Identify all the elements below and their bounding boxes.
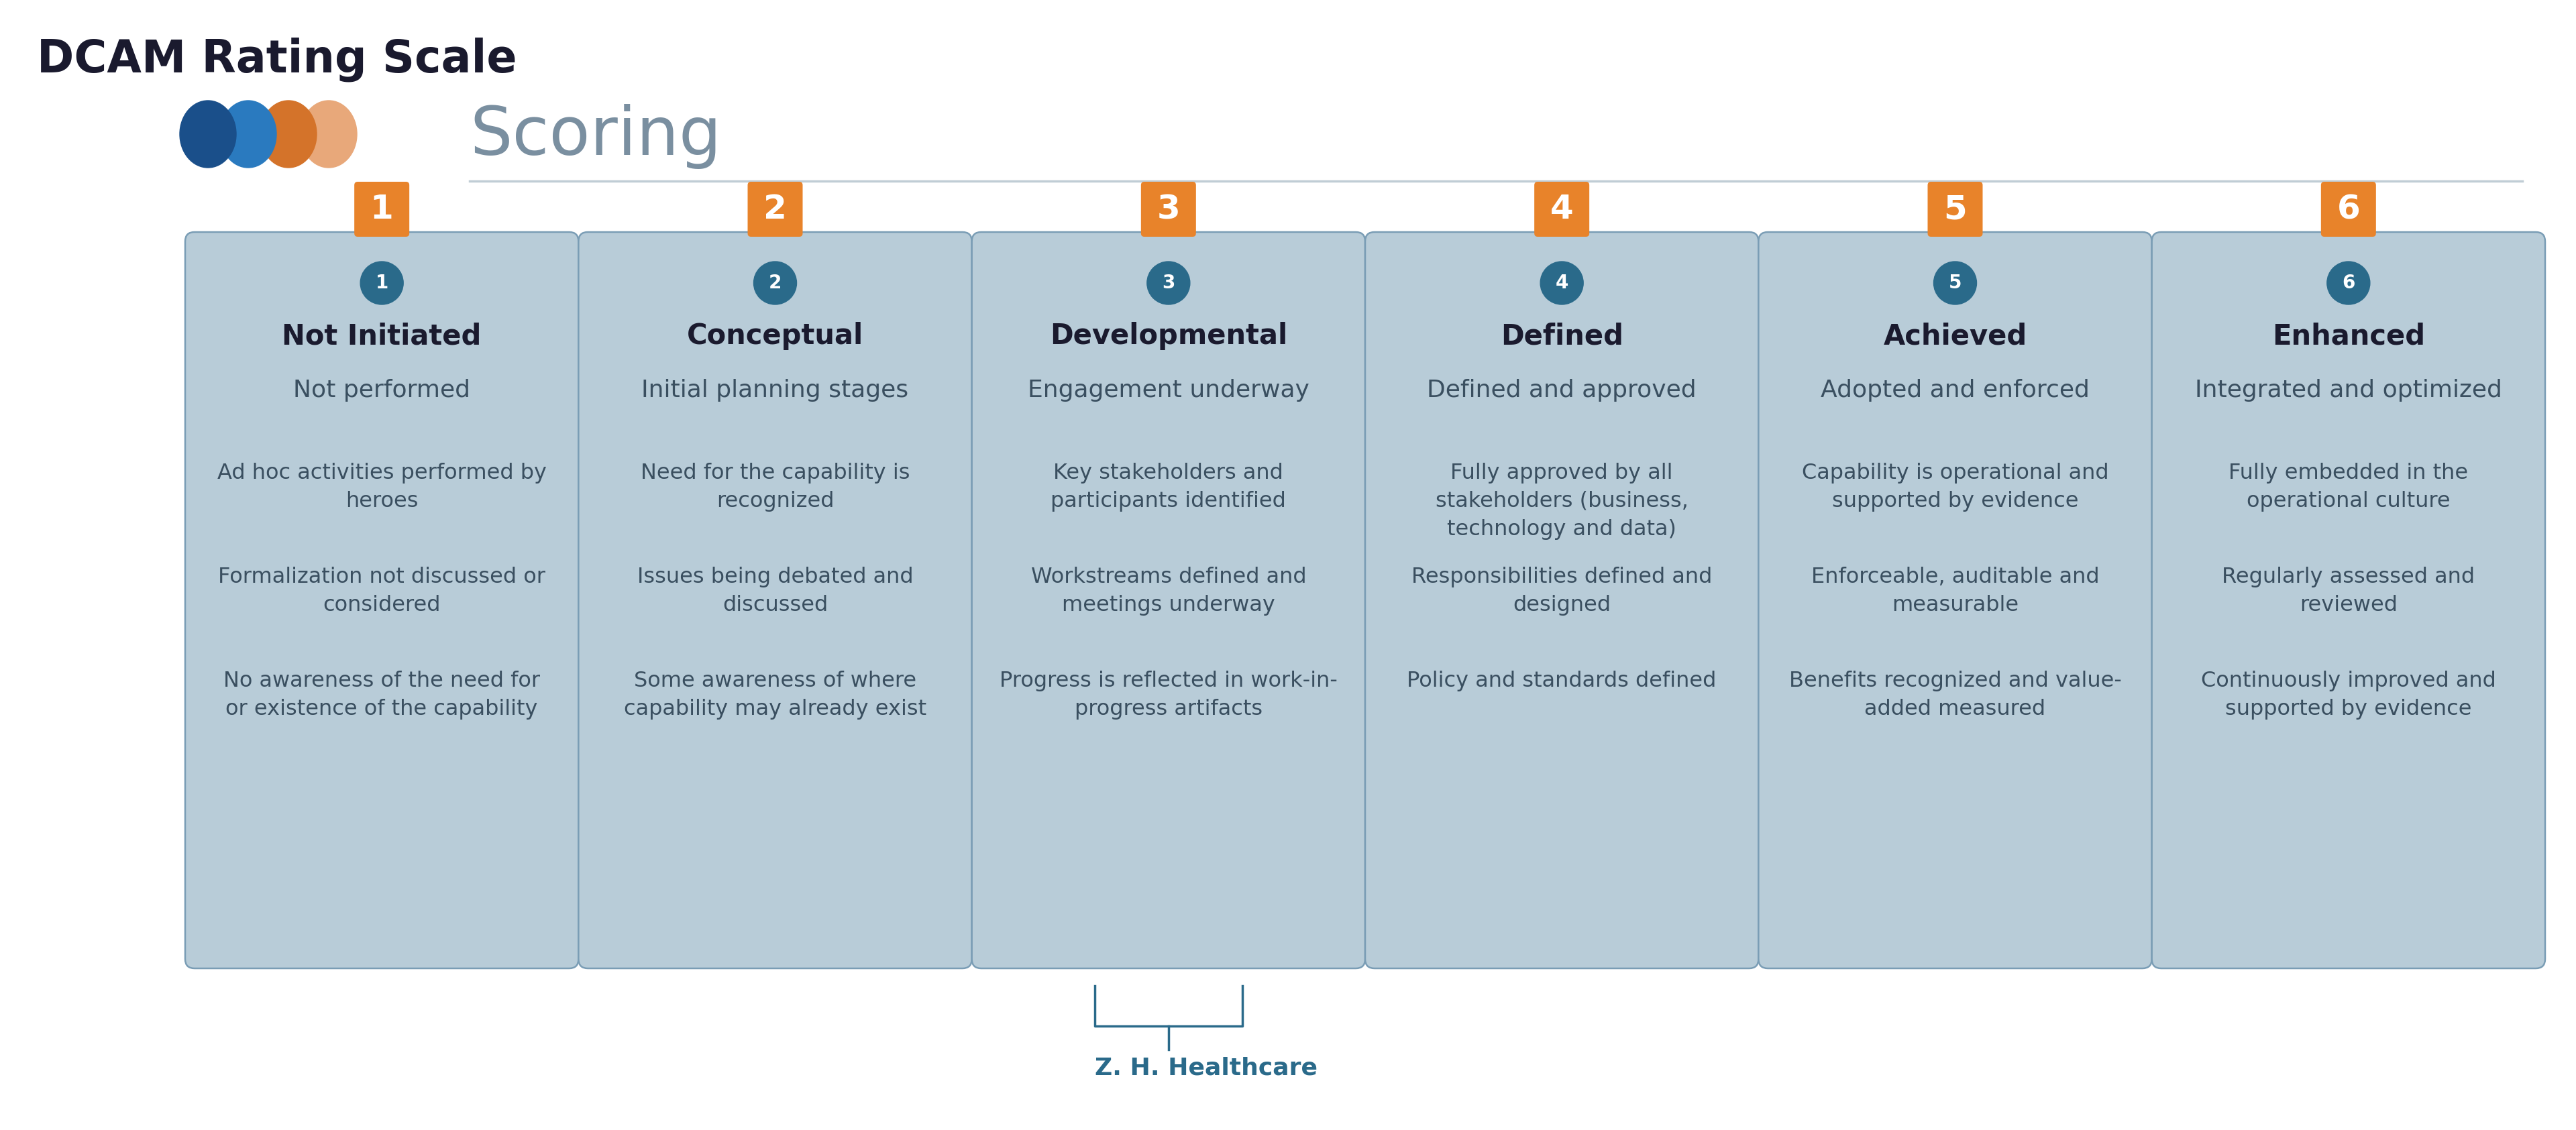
Text: Enhanced: Enhanced [2272,322,2424,350]
FancyBboxPatch shape [2151,232,2545,968]
Text: 4: 4 [1551,193,1574,225]
Text: Defined: Defined [1499,322,1623,350]
FancyBboxPatch shape [1927,182,1984,236]
Text: 6: 6 [2336,193,2360,225]
Text: Conceptual: Conceptual [688,322,863,350]
Text: Workstreams defined and
meetings underway: Workstreams defined and meetings underwa… [1030,566,1306,616]
Circle shape [2326,261,2370,304]
Text: Fully approved by all
stakeholders (business,
technology and data): Fully approved by all stakeholders (busi… [1435,462,1687,540]
Text: Issues being debated and
discussed: Issues being debated and discussed [636,566,914,616]
Text: 2: 2 [768,273,781,293]
Text: Need for the capability is
recognized: Need for the capability is recognized [641,462,909,512]
Ellipse shape [219,101,276,167]
Text: Scoring: Scoring [469,104,721,170]
Text: Initial planning stages: Initial planning stages [641,379,909,401]
Text: Progress is reflected in work-in-
progress artifacts: Progress is reflected in work-in- progre… [999,670,1337,720]
Text: Defined and approved: Defined and approved [1427,379,1698,401]
Text: 5: 5 [1947,273,1963,293]
FancyBboxPatch shape [1365,232,1759,968]
Text: Enforceable, auditable and
measurable: Enforceable, auditable and measurable [1811,566,2099,616]
Ellipse shape [260,101,317,167]
Text: Engagement underway: Engagement underway [1028,379,1309,401]
Text: Fully embedded in the
operational culture: Fully embedded in the operational cultur… [2228,462,2468,512]
Text: 1: 1 [376,273,389,293]
Text: Ad hoc activities performed by
heroes: Ad hoc activities performed by heroes [216,462,546,512]
FancyBboxPatch shape [1759,232,2151,968]
Circle shape [361,261,404,304]
Text: Regularly assessed and
reviewed: Regularly assessed and reviewed [2223,566,2476,616]
FancyBboxPatch shape [2321,182,2375,236]
Circle shape [1540,261,1584,304]
Text: Some awareness of where
capability may already exist: Some awareness of where capability may a… [623,670,927,720]
Text: 3: 3 [1157,193,1180,225]
Text: 5: 5 [1942,193,1968,225]
FancyBboxPatch shape [1535,182,1589,236]
Ellipse shape [180,101,237,167]
Text: Formalization not discussed or
considered: Formalization not discussed or considere… [219,566,546,616]
Text: 3: 3 [1162,273,1175,293]
Text: Key stakeholders and
participants identified: Key stakeholders and participants identi… [1051,462,1285,512]
Circle shape [1935,261,1976,304]
Text: Not performed: Not performed [294,379,471,401]
Text: Z. H. Healthcare: Z. H. Healthcare [1095,1057,1316,1079]
FancyBboxPatch shape [971,232,1365,968]
FancyBboxPatch shape [580,232,971,968]
Text: No awareness of the need for
or existence of the capability: No awareness of the need for or existenc… [224,670,541,720]
Text: Responsibilities defined and
designed: Responsibilities defined and designed [1412,566,1713,616]
FancyBboxPatch shape [1141,182,1195,236]
Text: 2: 2 [762,193,786,225]
Text: Capability is operational and
supported by evidence: Capability is operational and supported … [1801,462,2110,512]
Circle shape [1146,261,1190,304]
Text: Developmental: Developmental [1048,322,1288,350]
FancyBboxPatch shape [747,182,804,236]
FancyBboxPatch shape [355,182,410,236]
Circle shape [755,261,796,304]
Text: Integrated and optimized: Integrated and optimized [2195,379,2501,401]
Text: Adopted and enforced: Adopted and enforced [1821,379,2089,401]
Text: Benefits recognized and value-
added measured: Benefits recognized and value- added mea… [1788,670,2123,720]
Text: DCAM Rating Scale: DCAM Rating Scale [36,37,518,81]
Text: Not Initiated: Not Initiated [281,322,482,350]
FancyBboxPatch shape [185,232,580,968]
Text: 4: 4 [1556,273,1569,293]
Text: Achieved: Achieved [1883,322,2027,350]
Text: Policy and standards defined: Policy and standards defined [1406,670,1716,692]
Text: 6: 6 [2342,273,2354,293]
Text: Continuously improved and
supported by evidence: Continuously improved and supported by e… [2200,670,2496,720]
Ellipse shape [301,101,358,167]
Text: 1: 1 [371,193,394,225]
